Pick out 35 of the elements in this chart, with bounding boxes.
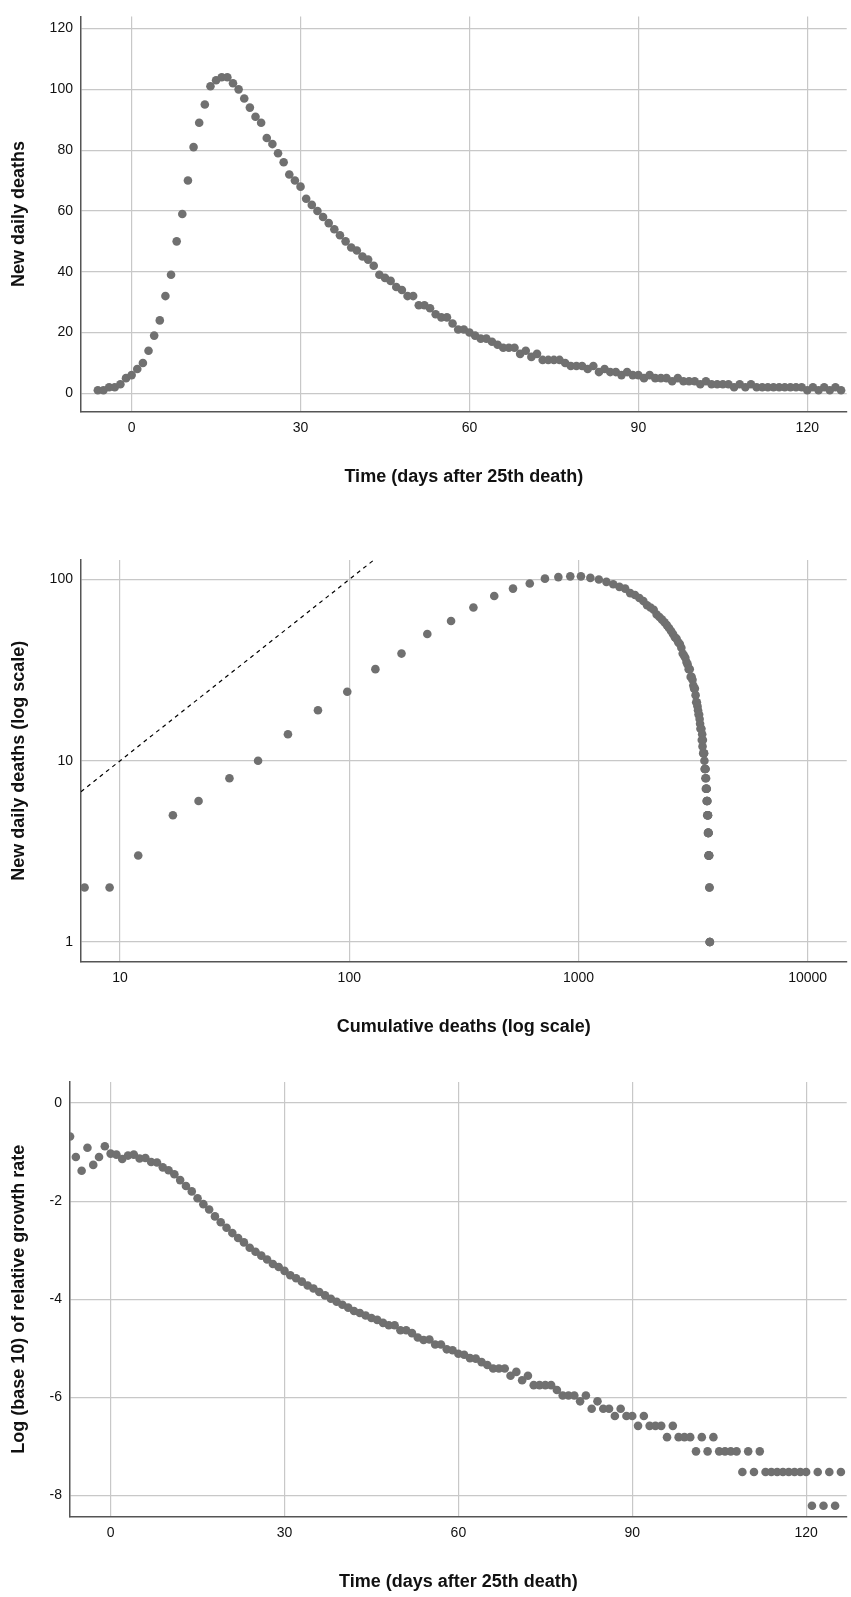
x-axis-title: Time (days after 25th death) xyxy=(339,1571,578,1592)
y-tick-label: 20 xyxy=(57,323,74,340)
y-tick-label: -6 xyxy=(49,1388,63,1405)
x-tick-label: 10 xyxy=(112,968,129,985)
y-tick-label: 0 xyxy=(54,1093,63,1110)
y-tick-label: 40 xyxy=(57,262,74,279)
x-tick-label: 90 xyxy=(624,1523,641,1540)
x-tick-label: 120 xyxy=(794,1523,819,1540)
y-tick-label: 100 xyxy=(49,80,74,97)
x-tick-label: 60 xyxy=(450,1523,467,1540)
y-tick-label: 80 xyxy=(57,141,74,158)
y-axis-title: New daily deaths xyxy=(7,140,28,288)
x-tick-label: 60 xyxy=(461,418,478,435)
y-tick-label: 120 xyxy=(49,19,74,36)
x-axis-title: Cumulative deaths (log scale) xyxy=(336,1016,591,1037)
x-tick-label: 30 xyxy=(292,418,309,435)
x-tick-label: 0 xyxy=(127,418,136,435)
y-axis-title: New daily deaths (log scale) xyxy=(7,640,28,881)
y-tick-label: 1 xyxy=(65,932,74,949)
y-tick-label: 10 xyxy=(57,751,74,768)
y-tick-label: 60 xyxy=(57,201,74,218)
x-axis-title: Time (days after 25th death) xyxy=(344,466,584,487)
y-tick-label: -2 xyxy=(49,1192,63,1209)
x-tick-label: 30 xyxy=(276,1523,293,1540)
x-tick-label: 0 xyxy=(106,1523,115,1540)
x-tick-label: 100 xyxy=(337,968,362,985)
y-tick-label: -8 xyxy=(49,1486,63,1503)
x-tick-label: 1000 xyxy=(562,968,595,985)
y-tick-label: 0 xyxy=(65,384,74,401)
y-tick-label: -4 xyxy=(49,1290,63,1307)
y-axis-title: Log (base 10) of relative growth rate xyxy=(7,1144,28,1454)
x-tick-label: 120 xyxy=(795,418,820,435)
y-tick-label: 100 xyxy=(49,570,74,587)
x-tick-label: 10000 xyxy=(788,968,828,985)
x-tick-label: 90 xyxy=(630,418,647,435)
